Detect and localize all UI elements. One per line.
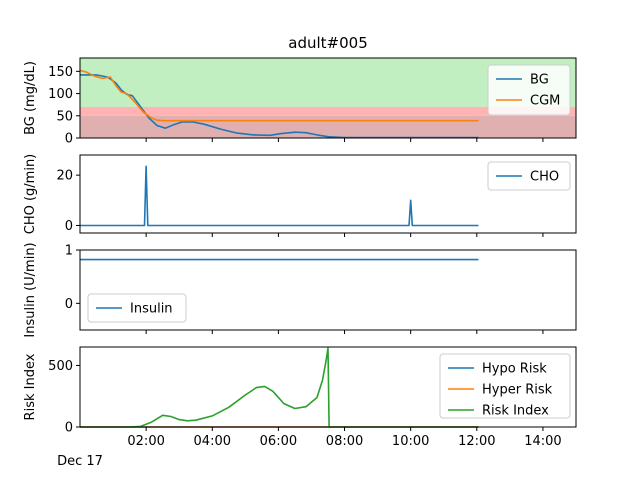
legend-box <box>487 64 571 116</box>
legend-label: Insulin <box>130 302 173 317</box>
legend-label: Hypo Risk <box>482 362 547 377</box>
x-tick-label: 06:00 <box>260 434 297 449</box>
y-tick-label: 100 <box>48 87 73 102</box>
x-tick-label: 10:00 <box>392 434 429 449</box>
legend: Hypo Risk Hyper Risk Risk Index <box>439 353 571 419</box>
legend-label: Risk Index <box>482 404 549 419</box>
legend-label: CHO <box>530 170 559 185</box>
y-tick-label: 0 <box>65 219 73 234</box>
y-axis-label: Insulin (U/min) <box>23 242 38 337</box>
y-tick-label: 0 <box>65 132 73 147</box>
axes-frame <box>79 154 577 234</box>
series-line-cgm <box>79 69 479 122</box>
x-tick-label: 08:00 <box>326 434 363 449</box>
y-tick-label: 150 <box>48 65 73 80</box>
y-tick-label: 1 <box>65 244 73 259</box>
y-tick-label: 50 <box>56 109 73 124</box>
band-2 <box>80 106 576 116</box>
x-tick-label: 04:00 <box>194 434 231 449</box>
date-label: Dec 17 <box>57 454 103 469</box>
figure-title: adult#005 <box>288 34 367 52</box>
axes-frame <box>79 346 577 428</box>
series-line-cho <box>80 165 479 227</box>
y-axis-label: Risk Index <box>23 353 38 420</box>
legend-label: CGM <box>530 94 560 109</box>
legend-box <box>87 293 187 323</box>
axes-frame <box>79 57 577 139</box>
legend: Insulin <box>87 293 187 323</box>
y-axis-label: CHO (g/min) <box>23 154 38 235</box>
x-tick-label: 12:00 <box>458 434 495 449</box>
axes-frame <box>79 249 577 331</box>
x-tick-label: 02:00 <box>127 434 164 449</box>
legend: CHO <box>487 161 571 191</box>
panel-1: 0 50 100 150 BG (mg/dL) BG CGM <box>23 57 577 147</box>
panel-4: 0 500 02:00 04:00 06:00 08:00 10:00 12:00 14:00 R… <box>23 346 577 449</box>
legend-label: BG <box>530 73 549 88</box>
y-tick-label: 20 <box>56 169 73 184</box>
legend-box <box>487 161 571 191</box>
y-tick-label: 500 <box>48 359 73 374</box>
panel-2: 0 20 CHO (g/min) CHO <box>23 154 577 237</box>
y-tick-label: 0 <box>65 297 73 312</box>
x-tick-label: 14:00 <box>524 434 561 449</box>
y-tick-label: 0 <box>65 421 73 436</box>
legend-label: Hyper Risk <box>482 383 553 398</box>
series-line-risk-index <box>80 347 479 428</box>
y-axis-label: BG (mg/dL) <box>23 61 38 135</box>
legend-box <box>439 353 571 419</box>
panel-3: 0 1 Insulin (U/min) Insulin <box>23 242 577 338</box>
legend: BG CGM <box>487 64 571 116</box>
